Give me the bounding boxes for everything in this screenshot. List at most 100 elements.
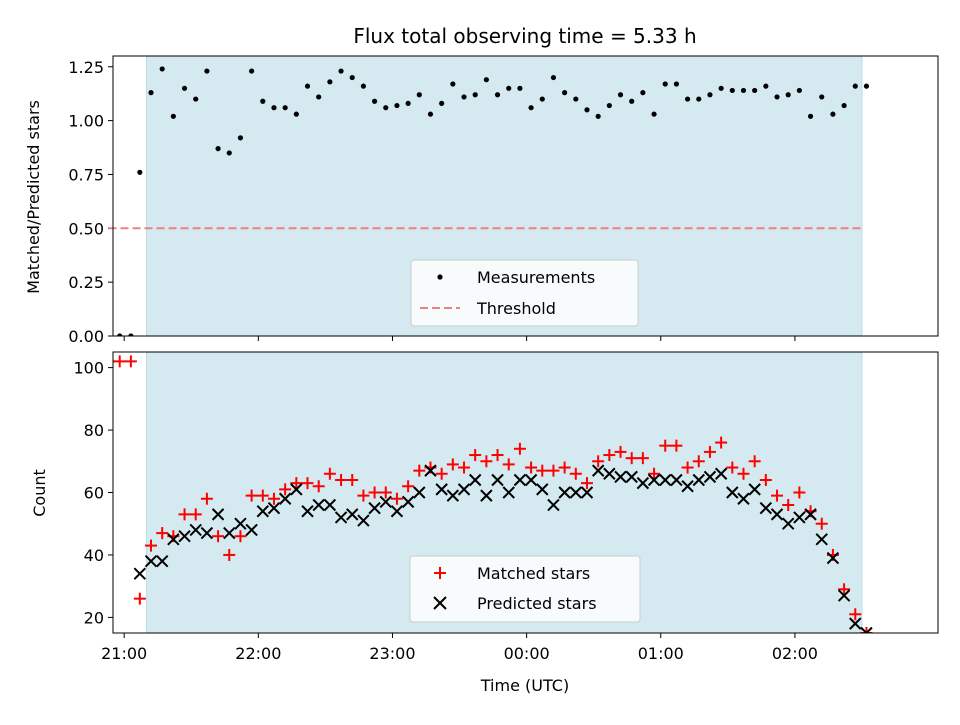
matched-point <box>860 627 873 633</box>
matched-point <box>469 449 482 462</box>
predicted-point <box>390 505 404 518</box>
measurement-point <box>472 92 478 98</box>
x-axis-label: Time (UTC) <box>480 676 569 695</box>
predicted-point <box>133 567 147 580</box>
matched-point <box>782 498 795 511</box>
predicted-point <box>223 526 236 540</box>
measurement-point <box>506 85 512 91</box>
matched-point <box>771 489 784 502</box>
predicted-point <box>837 589 851 602</box>
matched-point <box>692 455 705 468</box>
measurement-point <box>595 113 601 119</box>
predicted-point <box>860 626 873 633</box>
predicted-point <box>144 554 158 568</box>
legend-matched-marker <box>434 567 446 579</box>
matched-point <box>212 530 225 543</box>
matched-point <box>133 592 146 605</box>
legend-measurements-label: Measurements <box>477 268 595 287</box>
matched-point <box>256 489 269 502</box>
measurement-point <box>170 113 176 119</box>
measurement-point <box>562 90 568 96</box>
matched-point <box>525 461 538 474</box>
measurement-point <box>193 96 199 102</box>
predicted-point <box>737 492 750 505</box>
measurement-point <box>338 68 344 74</box>
measurement-point <box>226 150 232 156</box>
matched-series <box>113 355 873 633</box>
matched-point <box>793 486 806 499</box>
measurement-point <box>550 74 557 81</box>
matched-point <box>323 467 336 480</box>
matched-point <box>815 517 828 530</box>
matched-point <box>113 355 126 368</box>
predicted-point <box>468 473 482 487</box>
matched-point <box>435 467 448 480</box>
measurement-point <box>819 94 825 100</box>
matched-point <box>625 452 638 465</box>
predicted-point <box>659 473 672 487</box>
top-ytick-label: 1.25 <box>68 58 104 77</box>
matched-point <box>748 455 761 468</box>
measurement-point <box>293 111 299 117</box>
measurement-point <box>282 105 288 111</box>
measurement-point <box>360 83 367 89</box>
predicted-point <box>346 508 359 521</box>
chart-title: Flux total observing time = 5.33 h <box>353 24 696 48</box>
matched-point <box>614 445 627 458</box>
predicted-point <box>770 508 784 521</box>
measurement-point <box>640 90 646 96</box>
matched-point <box>368 486 381 499</box>
matched-point <box>145 539 158 552</box>
measurement-point <box>584 107 590 113</box>
measurement-point <box>371 98 378 104</box>
matched-point <box>390 492 403 505</box>
matched-point <box>234 530 247 543</box>
measurement-point <box>539 96 545 102</box>
measurement-point <box>841 102 847 109</box>
measurement-point <box>494 92 501 98</box>
measurement-point <box>785 92 791 98</box>
legend-top: Measurements Threshold <box>410 259 639 327</box>
bottom-ytick-label: 40 <box>84 546 104 565</box>
measurement-point <box>204 68 210 74</box>
matched-point <box>659 439 672 452</box>
predicted-point <box>703 470 717 484</box>
measurement-point <box>181 85 188 91</box>
matched-point <box>335 474 348 487</box>
measurement-point <box>852 83 858 89</box>
predicted-point <box>636 476 650 490</box>
predicted-point <box>670 473 683 487</box>
matched-point <box>245 489 258 502</box>
predicted-point <box>815 533 828 546</box>
predicted-point <box>189 523 202 537</box>
matched-point <box>379 486 392 499</box>
predicted-point <box>681 480 694 493</box>
measurement-point <box>427 111 434 117</box>
matched-point <box>458 461 471 474</box>
predicted-point <box>334 511 348 524</box>
predicted-series <box>133 464 873 633</box>
predicted-point <box>580 486 594 499</box>
x-tick-label: 23:00 <box>369 644 415 663</box>
matched-point <box>413 464 426 477</box>
measurement-point <box>316 94 322 100</box>
legend-measurements-marker <box>437 274 443 280</box>
top-ylabel: Matched/Predicted stars <box>24 100 43 294</box>
matched-point <box>346 474 359 487</box>
matched-point <box>402 480 415 493</box>
matched-point <box>569 467 582 480</box>
measurement-point <box>517 85 523 91</box>
measurement-point <box>774 94 780 100</box>
predicted-point <box>804 508 817 521</box>
measurement-point <box>304 83 311 89</box>
predicted-point <box>379 495 392 509</box>
matched-point <box>357 489 370 502</box>
x-tick-label: 02:00 <box>772 644 818 663</box>
measurement-point <box>606 102 612 109</box>
predicted-point <box>536 483 549 496</box>
matched-point <box>603 449 616 462</box>
matched-point <box>726 461 739 474</box>
matched-point <box>558 461 571 474</box>
bottom-plot-frame <box>112 351 939 634</box>
predicted-point <box>614 470 627 484</box>
